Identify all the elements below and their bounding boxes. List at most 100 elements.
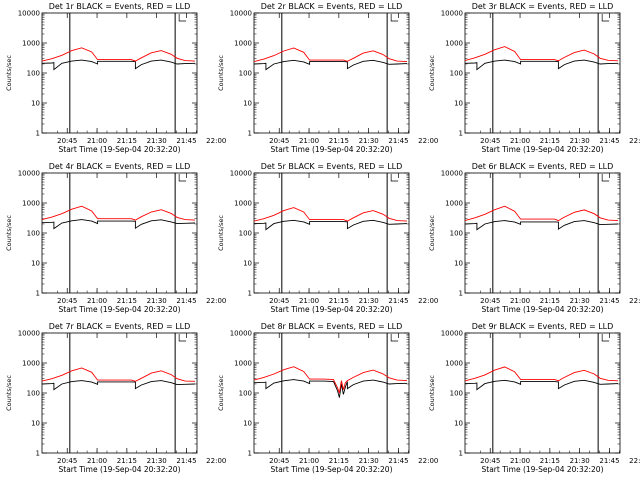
x-axis-label: Start Time (19-Sep-04 20:32:20) [59, 305, 181, 314]
x-tick-label: 22:00 [206, 137, 226, 145]
x-tick-label: 21:15 [117, 457, 137, 465]
x-tick-label: 21:30 [147, 457, 167, 465]
y-tick-label: 1000 [445, 200, 463, 208]
y-axis-label: Counts/sec [217, 375, 225, 411]
x-tick-label: 20:45 [269, 297, 289, 305]
series-line-events [464, 379, 619, 391]
panel-title: Det 2r BLACK = Events, RED = LLD [261, 2, 403, 11]
x-tick-label: 21:00 [510, 137, 530, 145]
panel-title: Det 8r BLACK = Events, RED = LLD [261, 322, 403, 331]
series-line-events [41, 219, 196, 230]
plot-frame [464, 172, 621, 294]
series-line-lld [253, 207, 408, 222]
series-line-lld [253, 47, 408, 63]
plot-frame [41, 12, 198, 134]
series-line-lld [41, 205, 196, 221]
plot-frame [464, 332, 621, 454]
x-tick-label: 21:15 [117, 137, 137, 145]
x-tick-label: 21:45 [599, 137, 619, 145]
y-tick-label: 1000 [22, 200, 40, 208]
y-tick-label: 1000 [22, 360, 40, 368]
y-tick-label: 10 [454, 420, 463, 428]
x-tick-label: 21:00 [299, 297, 319, 305]
y-tick-label: 10 [31, 420, 40, 428]
plot-frame [253, 332, 410, 454]
series-line-events [41, 380, 196, 391]
y-axis-label: Counts/sec [5, 215, 13, 251]
x-tick-label: 21:30 [359, 137, 379, 145]
x-axis-label: Start Time (19-Sep-04 20:32:20) [59, 145, 181, 154]
bracket-mark [178, 334, 187, 342]
y-tick-label: 10 [454, 100, 463, 108]
series-line-events [253, 379, 408, 398]
y-tick-label: 100 [27, 390, 40, 398]
x-tick-label: 22:00 [206, 297, 226, 305]
series-line-events [41, 59, 196, 71]
bracket-mark [601, 14, 610, 22]
y-tick-label: 1 [36, 290, 40, 298]
x-tick-label: 21:00 [510, 297, 530, 305]
x-tick-label: 21:15 [117, 297, 137, 305]
x-tick-label: 22:00 [418, 297, 438, 305]
panel-title: Det 5r BLACK = Events, RED = LLD [261, 162, 403, 171]
x-tick-label: 22:00 [418, 137, 438, 145]
panel-title: Det 1r BLACK = Events, RED = LLD [49, 2, 191, 11]
panel-det-4r: Det 4r BLACK = Events, RED = LLD 1 10 100 10… [5, 162, 226, 314]
y-tick-label: 100 [239, 230, 252, 238]
y-tick-label: 100 [450, 70, 463, 78]
series-line-lld [464, 205, 619, 222]
bracket-mark [390, 14, 399, 22]
x-axis-label: Start Time (19-Sep-04 20:32:20) [59, 465, 181, 474]
y-tick-label: 1 [248, 450, 252, 458]
x-tick-label: 21:00 [87, 137, 107, 145]
x-tick-label: 21:30 [570, 457, 590, 465]
x-tick-label: 22:00 [418, 457, 438, 465]
series-line-events [253, 219, 408, 231]
x-axis-label: Start Time (19-Sep-04 20:32:20) [271, 145, 393, 154]
y-tick-label: 100 [450, 390, 463, 398]
y-tick-label: 1 [459, 450, 463, 458]
x-tick-label: 21:30 [147, 297, 167, 305]
bracket-mark [601, 334, 610, 342]
y-tick-label: 1000 [234, 360, 252, 368]
x-tick-label: 21:15 [540, 297, 560, 305]
x-axis-label: Start Time (19-Sep-04 20:32:20) [482, 465, 604, 474]
y-axis-label: Counts/sec [5, 375, 13, 411]
panel-det-3r: Det 3r BLACK = Events, RED = LLD 1 10 100 10… [428, 2, 640, 154]
y-axis-label: Counts/sec [428, 375, 436, 411]
y-tick-label: 10000 [230, 10, 252, 18]
y-tick-label: 10000 [18, 170, 40, 178]
x-axis-label: Start Time (19-Sep-04 20:32:20) [482, 305, 604, 314]
y-tick-label: 10000 [18, 10, 40, 18]
x-tick-label: 21:00 [87, 297, 107, 305]
y-axis-label: Counts/sec [428, 55, 436, 91]
y-tick-label: 1 [459, 130, 463, 138]
bracket-mark [390, 334, 399, 342]
x-tick-label: 20:45 [269, 457, 289, 465]
y-tick-label: 10000 [230, 330, 252, 338]
series-line-events [464, 59, 619, 71]
x-tick-label: 20:45 [57, 137, 77, 145]
bracket-mark [601, 174, 610, 182]
x-tick-label: 22:00 [206, 457, 226, 465]
x-axis-label: Start Time (19-Sep-04 20:32:20) [271, 465, 393, 474]
x-tick-label: 22:00 [629, 297, 640, 305]
y-tick-label: 1 [248, 290, 252, 298]
x-tick-label: 21:15 [329, 297, 349, 305]
y-tick-label: 1000 [445, 40, 463, 48]
y-tick-label: 1000 [22, 40, 40, 48]
x-tick-label: 21:45 [176, 457, 196, 465]
y-tick-label: 1000 [234, 200, 252, 208]
x-tick-label: 21:45 [599, 297, 619, 305]
y-tick-label: 10000 [441, 10, 463, 18]
panel-title: Det 6r BLACK = Events, RED = LLD [472, 162, 614, 171]
bracket-mark [390, 174, 399, 182]
x-tick-label: 21:45 [388, 297, 408, 305]
panel-title: Det 7r BLACK = Events, RED = LLD [49, 322, 191, 331]
x-tick-label: 21:45 [599, 457, 619, 465]
y-tick-label: 1 [248, 130, 252, 138]
panel-title: Det 9r BLACK = Events, RED = LLD [472, 322, 614, 331]
x-tick-label: 21:45 [388, 137, 408, 145]
series-line-lld [41, 367, 196, 382]
